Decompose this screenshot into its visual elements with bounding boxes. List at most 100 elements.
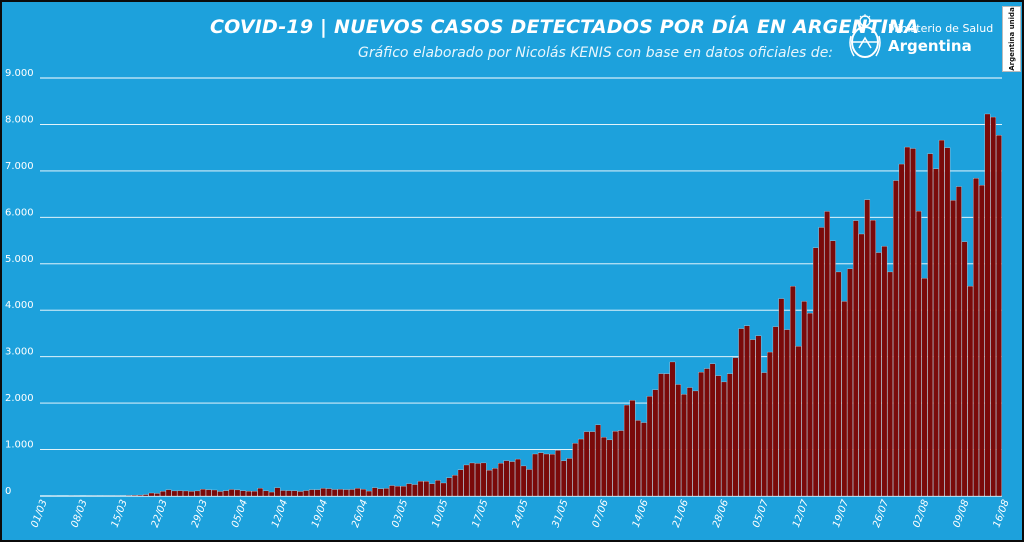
bar (612, 431, 619, 497)
bar (915, 210, 922, 497)
bar (377, 488, 384, 497)
bar (749, 339, 756, 497)
bar (646, 396, 653, 497)
bar (446, 477, 453, 497)
bar (790, 286, 796, 497)
bar (457, 469, 464, 497)
bar (950, 200, 956, 497)
bar (520, 465, 527, 497)
x-tick-label: 10/05 (430, 498, 450, 529)
logo-ministry-text: Ministerio de Salud (888, 22, 994, 35)
bar (709, 363, 716, 497)
bar (389, 485, 395, 497)
bar (623, 404, 630, 497)
bar (767, 351, 773, 497)
bar (171, 490, 178, 497)
bar (148, 492, 155, 497)
bar (268, 491, 275, 497)
bar (263, 490, 269, 497)
bar (154, 493, 160, 497)
bar (125, 495, 132, 497)
y-tick-label: 0 (5, 486, 11, 497)
bar (246, 491, 252, 497)
bar (595, 424, 601, 497)
bar (371, 487, 378, 497)
bar (864, 199, 871, 497)
y-tick-label: 6.000 (5, 207, 34, 218)
bar (314, 489, 321, 497)
bar (526, 469, 533, 497)
bar (326, 488, 332, 497)
bar (812, 247, 819, 497)
x-tick-label: 17/05 (470, 498, 490, 529)
bar (320, 488, 327, 497)
x-tick-label: 12/04 (270, 498, 290, 529)
bar (904, 146, 911, 497)
bar (406, 483, 412, 497)
bar (990, 116, 997, 497)
bar (761, 372, 767, 497)
bar (331, 489, 338, 497)
bar (870, 220, 876, 497)
y-tick-label: 1.000 (5, 440, 34, 451)
y-tick-label: 2.000 (5, 393, 34, 404)
x-tick-label: 08/03 (70, 498, 90, 529)
bar (732, 357, 739, 497)
bar (205, 489, 212, 497)
x-tick-label: 22/03 (150, 498, 170, 529)
bar (658, 373, 664, 497)
bar (933, 168, 939, 497)
bar (996, 135, 1002, 497)
bar (606, 439, 613, 497)
bar (635, 420, 641, 497)
bar (240, 490, 246, 497)
bar (137, 494, 143, 497)
x-tick-label: 26/04 (350, 498, 370, 529)
bar (956, 186, 962, 497)
argentina-unida-badge: Argentina unida (1002, 6, 1021, 72)
bar (234, 489, 241, 497)
bar (704, 368, 710, 497)
x-tick-label: 21/06 (671, 498, 691, 529)
x-tick-label: 16/08 (992, 498, 1012, 529)
bar (469, 462, 475, 497)
bar (497, 463, 504, 497)
bar (795, 346, 802, 497)
bar (801, 301, 808, 497)
bar (440, 482, 447, 497)
bar (486, 470, 493, 497)
bar (251, 491, 258, 497)
bar (480, 462, 487, 497)
bar (938, 139, 945, 497)
bar (228, 489, 235, 497)
x-tick-label: 28/06 (711, 498, 731, 529)
bar (257, 488, 264, 497)
bar (641, 422, 647, 497)
bar (675, 384, 682, 497)
bar (354, 488, 361, 497)
bar (360, 489, 367, 497)
bar (778, 298, 785, 497)
chart-title: COVID-19 | NUEVOS CASOS DETECTADOS POR D… (210, 16, 920, 38)
bar (721, 381, 727, 497)
bar (858, 233, 865, 497)
bar (452, 475, 458, 497)
bar (543, 453, 550, 497)
bar (165, 489, 172, 497)
bar (572, 443, 578, 497)
bar (394, 486, 401, 497)
bar (772, 326, 779, 497)
x-tick-label: 19/04 (310, 498, 330, 529)
bar (715, 375, 722, 497)
bar (910, 148, 916, 497)
bar (973, 178, 979, 497)
bar (160, 491, 166, 497)
bar (532, 453, 538, 497)
bar (898, 163, 905, 497)
bar (669, 361, 676, 497)
bar (188, 491, 195, 497)
bar (841, 301, 848, 497)
bar (830, 240, 836, 497)
bar (738, 328, 745, 497)
bar (211, 489, 218, 497)
